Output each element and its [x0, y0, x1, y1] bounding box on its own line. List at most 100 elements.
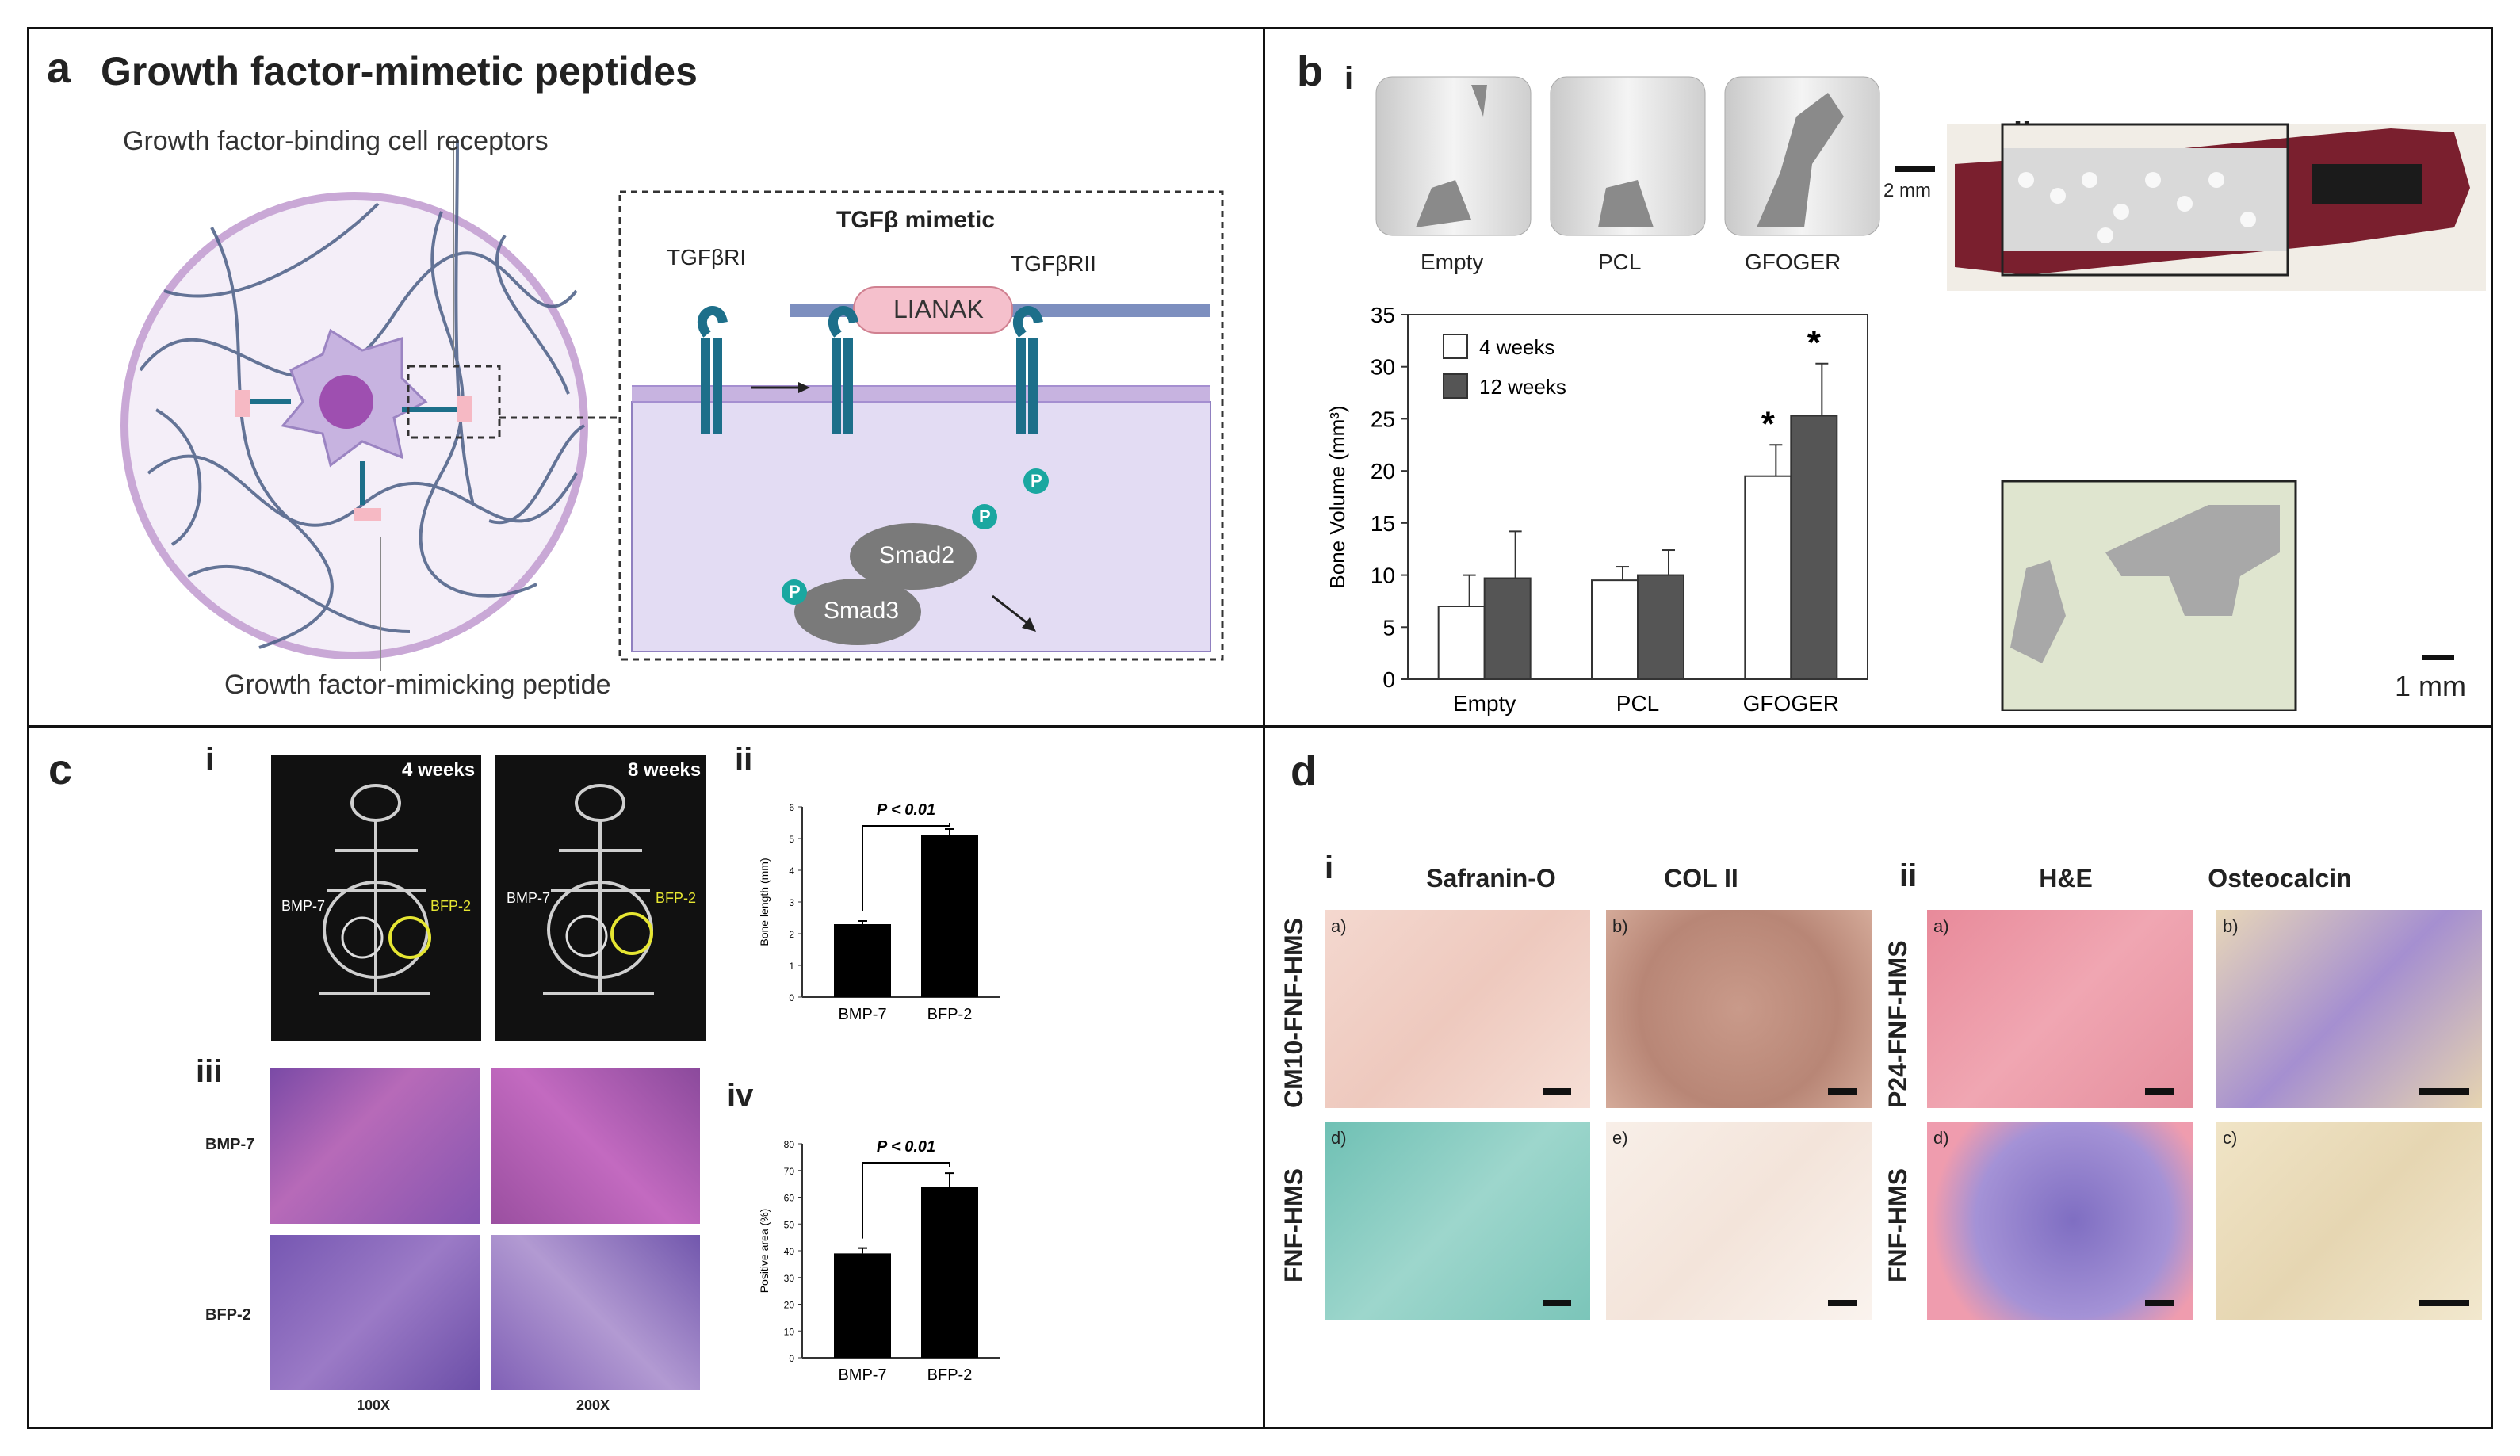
scalebar-4: [1828, 1300, 1857, 1306]
tile-osteo-c: [2216, 1122, 2482, 1320]
p-value-label: P < 0.01: [877, 801, 935, 819]
histo-scale-label: 1 mm: [2395, 670, 2466, 702]
cell-diagram: [120, 139, 1224, 671]
xray-time-4w: 4 weeks: [402, 759, 476, 781]
row-fnf-hms-i: FNF-HMS: [1279, 1168, 1308, 1282]
y-tick-label: 2: [789, 929, 794, 940]
histo-bmp7-100x: [270, 1068, 480, 1224]
xray-time-8w: 8 weeks: [628, 759, 702, 781]
smad3-label: Smad3: [824, 598, 900, 624]
panel-c: c i ii iii iv 4 weeks 8 weeks BMP-7 BFP-…: [27, 725, 1265, 1429]
xray-mark-bmp7-b: BMP-7: [507, 890, 551, 906]
legend-label: 12 weeks: [1479, 375, 1566, 399]
tile-letter-6: b): [2223, 916, 2239, 936]
bar: [1483, 577, 1532, 680]
legend-label: 4 weeks: [1479, 335, 1554, 359]
y-tick-label: 70: [784, 1166, 795, 1177]
bar: [921, 1187, 978, 1358]
bar: [1790, 415, 1838, 680]
tile-safranin-a: [1325, 910, 1590, 1108]
col-col2: COL II: [1664, 864, 1738, 892]
x-tick-label: Empty: [1453, 691, 1516, 716]
y-tick-label: 4: [789, 866, 794, 877]
y-tick-label: 30: [1371, 355, 1395, 380]
row-p24: P24-FNF-HMS: [1883, 940, 1912, 1108]
tile-letter-3: d): [1331, 1128, 1347, 1148]
col-safranin: Safranin-O: [1426, 864, 1556, 892]
x-tick-label: BMP-7: [838, 1366, 886, 1384]
ct-label-empty: Empty: [1421, 250, 1484, 274]
panel-b-sub-i: i: [1344, 61, 1354, 96]
histo-bfp2-200x: [491, 1235, 700, 1390]
bar: [834, 924, 891, 997]
y-tick-label: 20: [784, 1300, 795, 1311]
microct-images: [1375, 76, 1880, 236]
p-value-label: P < 0.01: [877, 1138, 935, 1156]
y-tick-label: 30: [784, 1273, 795, 1284]
panel-d-sub-ii: ii: [1899, 858, 1918, 893]
y-tick-label: 25: [1371, 407, 1395, 431]
tile-osteo-b: [2216, 910, 2482, 1108]
x-tick-label: GFOGER: [1743, 691, 1839, 716]
histo-col-100x: 100X: [357, 1397, 391, 1413]
y-tick-label: 3: [789, 897, 794, 908]
y-tick-label: 5: [1382, 615, 1395, 640]
bar: [1637, 574, 1684, 681]
scalebar-7: [2145, 1300, 2174, 1306]
y-tick-label: 10: [1371, 564, 1395, 588]
smad2-label: Smad2: [879, 542, 955, 568]
histology-section: [1947, 123, 2486, 711]
panel-b-label: b: [1297, 48, 1323, 95]
panel-c-sub-iii: iii: [196, 1054, 223, 1089]
y-axis-label: Bone length (mm): [758, 858, 771, 946]
bone-length-chart: 0 1 2 3 4 5 6 Bone length (mm) BMP-7 BFP-2 P < 0.0…: [758, 801, 1000, 1023]
y-tick-label: 40: [784, 1246, 795, 1257]
tile-he-d: [1927, 1122, 2193, 1320]
tile-col2-b: [1606, 910, 1872, 1108]
tile-letter-5: a): [1933, 916, 1949, 936]
bar: [921, 835, 978, 997]
y-tick-label: 5: [789, 834, 794, 845]
y-tick-label: 35: [1371, 303, 1395, 327]
x-tick-label: BFP-2: [927, 1006, 973, 1023]
histo-bfp2-100x: [270, 1235, 480, 1390]
ct-scale-label: 2 mm: [1883, 180, 1931, 201]
y-tick-label: 50: [784, 1219, 795, 1230]
scalebar-3: [1543, 1300, 1571, 1306]
x-tick-label: BMP-7: [838, 1006, 886, 1023]
tile-letter-4: e): [1612, 1128, 1628, 1148]
ligand-label: LIANAK: [893, 295, 984, 323]
panel-a-label: a: [47, 44, 71, 92]
panel-c-label: c: [48, 746, 73, 793]
panel-c-sub-iv: iv: [727, 1078, 754, 1113]
y-tick-label: 10: [784, 1326, 795, 1337]
y-axis-label: Positive area (%): [758, 1209, 771, 1294]
panel-d-sub-i: i: [1325, 850, 1334, 885]
y-tick-label: 15: [1371, 511, 1395, 536]
y-tick-label: 20: [1371, 459, 1395, 483]
bone-volume-chart: 0 5 10 15 20 25 30 35 Bone Volume (mm³) Empty PCL G…: [1325, 303, 1868, 716]
panel-c-sub-ii: ii: [735, 742, 753, 777]
xray-skeletons: [319, 784, 654, 995]
histo-bmp7-200x: [491, 1068, 700, 1224]
histo-row-bfp2: BFP-2: [205, 1306, 251, 1324]
positive-area-chart: 0 10 20 30 40 50 60 70 80 Positive area (%) BMP-7 B…: [758, 1138, 1000, 1384]
phospho-label-1: P: [1031, 471, 1042, 491]
histo-col-200x: 200X: [576, 1397, 610, 1413]
scalebar-5: [2145, 1088, 2174, 1095]
row-cm10: CM10-FNF-HMS: [1279, 918, 1308, 1108]
y-tick-label: 1: [789, 961, 794, 972]
tile-col2-e: [1606, 1122, 1872, 1320]
panel-a: a Growth factor-mimetic peptides: [27, 27, 1265, 728]
y-tick-label: 6: [789, 802, 794, 813]
y-tick-label: 0: [1382, 667, 1395, 692]
scalebar-6: [2419, 1088, 2469, 1095]
x-tick-label: PCL: [1616, 691, 1659, 716]
bar: [834, 1253, 891, 1358]
y-tick-label: 0: [789, 1353, 794, 1364]
legend-swatch: [1443, 334, 1468, 359]
histo-row-bmp7: BMP-7: [205, 1136, 255, 1153]
x-tick-label: BFP-2: [927, 1366, 973, 1384]
panel-b: b i ii 2 mm Empty PCL GFOGER 05101520253…: [1263, 27, 2493, 728]
bar: [1591, 579, 1639, 680]
